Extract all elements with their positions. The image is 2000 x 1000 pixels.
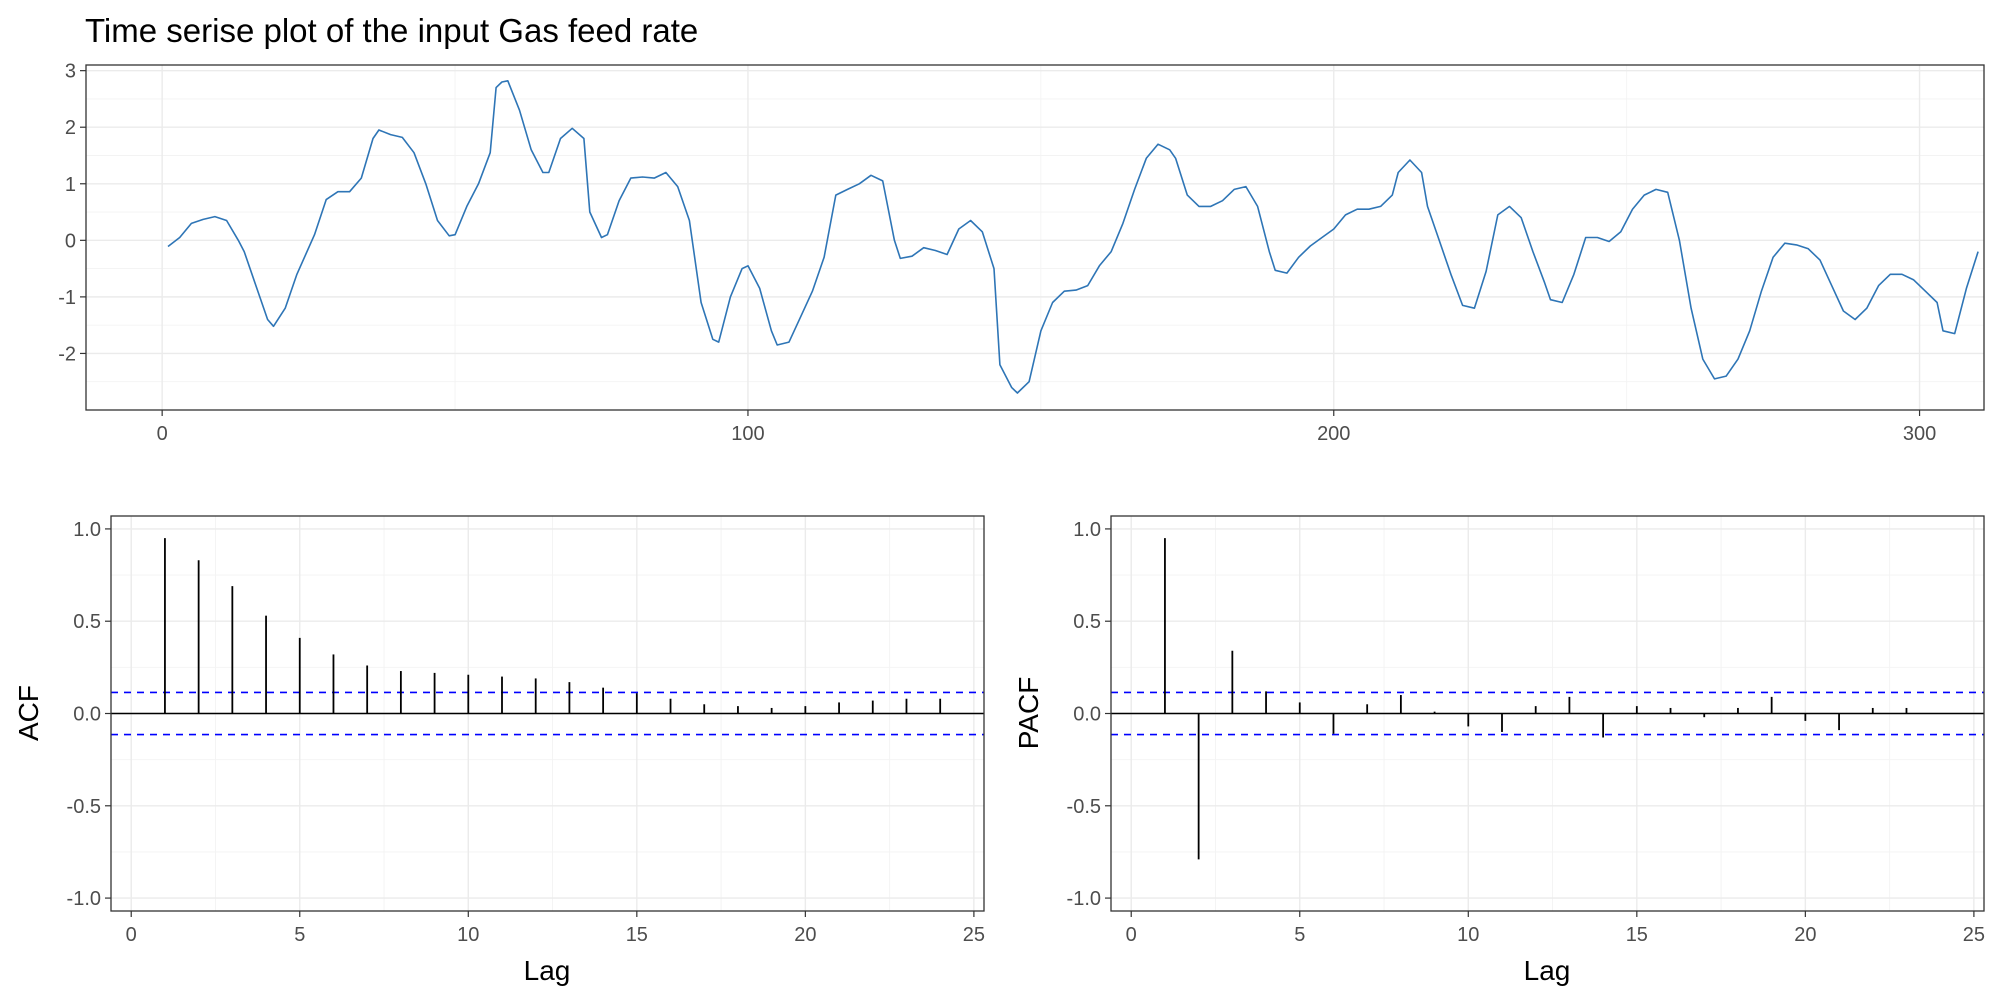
x-tick-label: 25 bbox=[963, 924, 985, 946]
y-tick-label: -0.5 bbox=[1067, 796, 1101, 818]
x-tick-label: 200 bbox=[1317, 423, 1350, 445]
axes: 0 100 200 300 -2 -1 0 1 2 3 bbox=[58, 61, 1936, 445]
x-tick-label: 10 bbox=[457, 924, 479, 946]
axes: 0 5 10 15 20 25 -1.0 -0.5 0.0 0.5 1.0 bbox=[1067, 519, 1985, 946]
x-tick-label: 15 bbox=[626, 924, 648, 946]
y-axis-title: PACF bbox=[1013, 677, 1044, 750]
series-layer bbox=[167, 80, 1979, 394]
spike-layer bbox=[111, 538, 984, 736]
x-tick-label: 0 bbox=[157, 423, 168, 445]
y-tick-label: -1 bbox=[58, 287, 76, 309]
x-axis-title: Lag bbox=[1524, 955, 1571, 986]
plot-background bbox=[86, 65, 1984, 410]
y-tick-label: 3 bbox=[65, 61, 76, 83]
y-tick-label: -1.0 bbox=[1067, 888, 1101, 910]
x-axis-title: Lag bbox=[524, 955, 571, 986]
x-tick-label: 0 bbox=[1126, 924, 1137, 946]
chart-title: Time serise plot of the input Gas feed r… bbox=[85, 12, 698, 49]
series-line bbox=[167, 80, 1979, 394]
x-tick-label: 100 bbox=[731, 423, 764, 445]
x-tick-label: 5 bbox=[1294, 924, 1305, 946]
y-tick-label: 1.0 bbox=[1073, 519, 1101, 541]
spike-layer bbox=[1111, 538, 1984, 860]
x-tick-label: 5 bbox=[294, 924, 305, 946]
y-tick-label: 1.0 bbox=[73, 519, 101, 541]
pacf-panel: 0 5 10 15 20 25 -1.0 -0.5 0.0 0.5 1.0 Lag PACF bbox=[1013, 515, 1985, 986]
axes: 0 5 10 15 20 25 -1.0 -0.5 0.0 0.5 1.0 bbox=[67, 519, 985, 946]
x-tick-label: 20 bbox=[794, 924, 816, 946]
y-tick-label: 0 bbox=[65, 230, 76, 252]
y-tick-label: 1 bbox=[65, 174, 76, 196]
y-axis-title: ACF bbox=[13, 685, 44, 741]
y-tick-label: 0.0 bbox=[1073, 704, 1101, 726]
x-tick-label: 10 bbox=[1457, 924, 1479, 946]
x-tick-label: 25 bbox=[1963, 924, 1985, 946]
y-tick-label: 0.5 bbox=[1073, 611, 1101, 633]
x-tick-label: 15 bbox=[1626, 924, 1648, 946]
panel-border bbox=[85, 64, 1985, 411]
x-tick-label: 300 bbox=[1903, 423, 1936, 445]
y-tick-label: -1.0 bbox=[67, 888, 101, 910]
x-tick-label: 0 bbox=[126, 924, 137, 946]
y-tick-label: 2 bbox=[65, 117, 76, 139]
y-tick-label: 0.5 bbox=[73, 611, 101, 633]
y-tick-label: -2 bbox=[58, 343, 76, 365]
time-series-panel: Time serise plot of the input Gas feed r… bbox=[58, 12, 1985, 445]
y-tick-label: 0.0 bbox=[73, 704, 101, 726]
acf-panel: 0 5 10 15 20 25 -1.0 -0.5 0.0 0.5 1.0 Lag ACF bbox=[13, 515, 985, 986]
x-tick-label: 20 bbox=[1794, 924, 1816, 946]
y-tick-label: -0.5 bbox=[67, 796, 101, 818]
